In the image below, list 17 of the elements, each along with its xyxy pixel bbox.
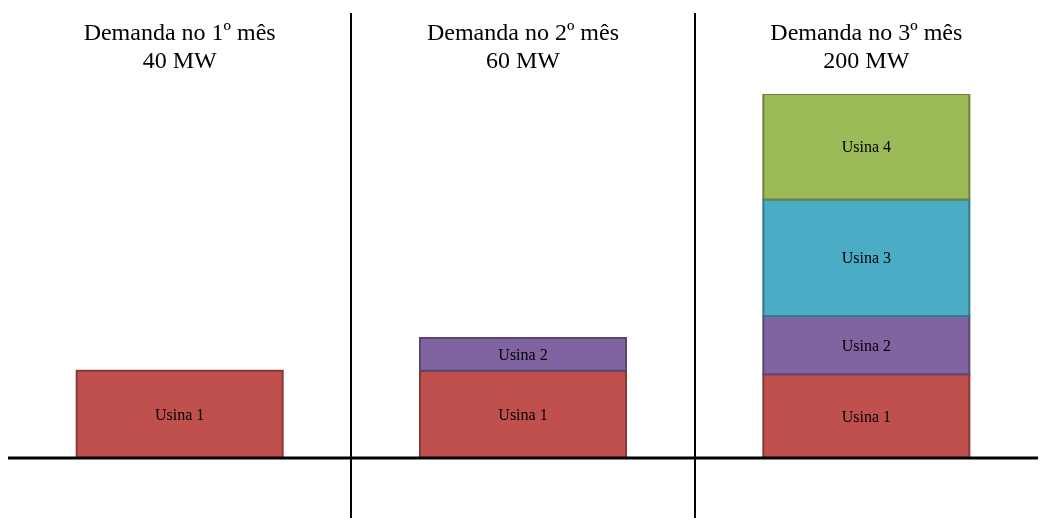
series-label: Usina 3 <box>841 249 891 267</box>
text: Usina 1 <box>155 406 205 423</box>
bar <box>762 198 971 318</box>
bar <box>762 94 971 201</box>
bar <box>762 315 971 376</box>
x-tick-label: Demanda no 2º mês 60 MW <box>426 19 620 73</box>
bar <box>75 369 284 458</box>
x-tick-label: Demanda no 3º mês 200 MW <box>770 19 963 73</box>
bar <box>419 336 627 372</box>
text: Usina 1 <box>498 406 548 423</box>
series-label: Usina 1 <box>841 407 891 425</box>
bar <box>419 369 627 458</box>
bar <box>762 373 971 458</box>
series-label: Usina 2 <box>498 345 548 363</box>
x-tick-label: Demanda no 1º mês 40 MW <box>83 19 276 73</box>
series-label: Usina 4 <box>841 138 891 156</box>
text: Usina 2 <box>841 336 891 354</box>
